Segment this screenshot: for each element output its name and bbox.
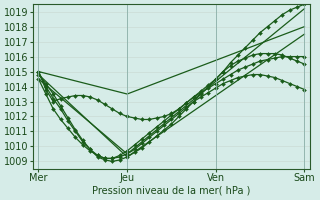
X-axis label: Pression niveau de la mer( hPa ): Pression niveau de la mer( hPa ) <box>92 186 251 196</box>
